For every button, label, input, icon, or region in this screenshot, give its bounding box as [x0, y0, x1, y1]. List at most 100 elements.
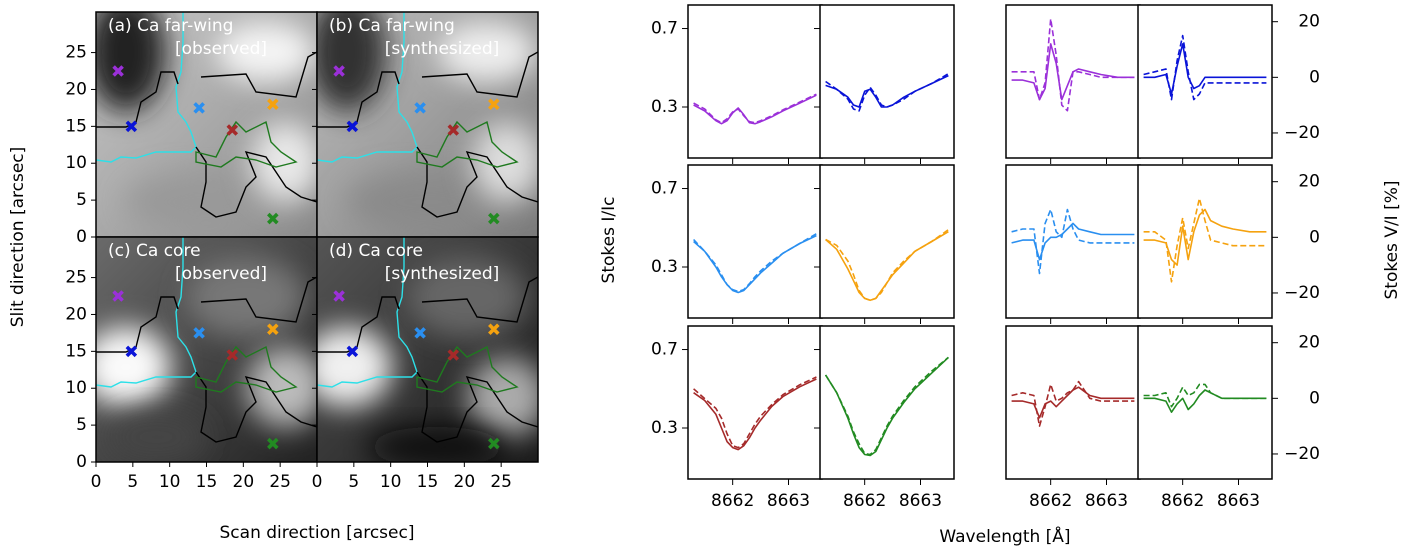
line-series: [1011, 380, 1135, 427]
panel-subtitle: [observed]: [175, 264, 267, 284]
marker: [414, 327, 426, 339]
y2-tick-label: 20: [1298, 12, 1320, 32]
line-series: [693, 93, 817, 124]
x-axis-label: Scan direction [arcsec]: [220, 523, 415, 543]
panel-frame: [1005, 164, 1141, 319]
panel-frame: [687, 164, 823, 319]
x-tick-label: 20: [233, 472, 255, 492]
y-tick-label: 20: [65, 79, 87, 99]
marker: [346, 345, 359, 358]
map-panel: [317, 12, 538, 237]
marker: [226, 349, 239, 361]
y2-axis-label: Stokes V/I [%]: [1382, 180, 1402, 299]
marker: [333, 65, 345, 77]
line-series: [1143, 197, 1267, 283]
y2-tick-label: 0: [1309, 388, 1320, 408]
y-tick-label: 5: [76, 415, 87, 435]
line-series: [1011, 43, 1135, 101]
y2-tick-label: −20: [1284, 283, 1320, 303]
x-tick-label: 8662: [1029, 491, 1072, 511]
y-tick-label: 5: [76, 190, 87, 210]
marker: [193, 327, 205, 339]
line-series: [825, 229, 949, 302]
map-blob: [317, 12, 387, 112]
y2-tick-label: 0: [1309, 67, 1320, 87]
map-blob: [407, 257, 527, 337]
line-series: [1011, 18, 1135, 112]
panel-frame: [687, 4, 823, 159]
map-blob: [251, 122, 317, 202]
line-series: [1143, 208, 1267, 266]
x-tick-label: 15: [196, 472, 218, 492]
map-blob: [317, 327, 392, 407]
x-tick-label: 20: [454, 472, 476, 492]
marker: [193, 102, 205, 114]
y-axis-label: Stokes I/Ic: [599, 197, 619, 284]
panel-frame: [1137, 4, 1273, 159]
x-tick-label: 8663: [767, 491, 810, 511]
x-tick-label: 25: [269, 472, 291, 492]
x-tick-label: 5: [348, 472, 359, 492]
map-blob: [186, 257, 306, 337]
y-tick-label: 15: [65, 116, 87, 136]
marker: [125, 345, 138, 358]
map-blob: [96, 327, 171, 407]
x-tick-label: 10: [380, 472, 402, 492]
x-tick-label: 8663: [1217, 491, 1260, 511]
panel-frame: [819, 164, 955, 319]
marker: [267, 212, 279, 225]
marker: [267, 437, 279, 450]
line-series: [1143, 34, 1267, 101]
marker: [414, 102, 426, 114]
y2-tick-label: 20: [1298, 333, 1320, 353]
map-blob: [246, 347, 317, 427]
marker: [488, 98, 500, 110]
y-tick-label: 25: [65, 43, 87, 63]
x-tick-label: 8662: [711, 491, 754, 511]
marker: [488, 437, 500, 450]
map-blob: [472, 122, 538, 202]
panel-title: (d) Ca core: [329, 241, 423, 261]
marker: [488, 323, 500, 335]
y-tick-label: 0: [76, 452, 87, 472]
line-series: [1011, 208, 1135, 275]
x-tick-label: 8662: [1161, 491, 1204, 511]
map-blob: [96, 12, 166, 112]
panel-frame: [819, 4, 955, 159]
marker: [333, 290, 345, 302]
y-tick-label: 0.7: [651, 340, 678, 360]
marker: [447, 349, 460, 361]
x-tick-label: 0: [312, 472, 323, 492]
marker: [267, 98, 279, 110]
x-tick-label: 25: [490, 472, 512, 492]
line-series: [693, 234, 817, 294]
y-tick-label: 0: [76, 227, 87, 247]
y-tick-label: 0.7: [651, 19, 678, 39]
y2-tick-label: 20: [1298, 172, 1320, 192]
line-series: [693, 233, 817, 293]
line-series: [824, 356, 949, 456]
y-tick-label: 20: [65, 304, 87, 324]
map-panel: [96, 237, 317, 462]
panel-title: (b) Ca far-wing: [329, 16, 455, 36]
y2-tick-label: 0: [1309, 227, 1320, 247]
y-tick-label: 10: [65, 378, 87, 398]
line-series: [693, 378, 817, 451]
marker: [112, 65, 124, 77]
x-tick-label: 5: [127, 472, 138, 492]
x-tick-label: 10: [159, 472, 181, 492]
line-series: [1143, 43, 1267, 95]
x-tick-label: 15: [417, 472, 439, 492]
line-series: [825, 73, 949, 112]
x-tick-label: 0: [91, 472, 102, 492]
y2-tick-label: −20: [1284, 444, 1320, 464]
panel-title: (a) Ca far-wing: [108, 16, 233, 36]
x-tick-label: 8663: [1085, 491, 1128, 511]
y2-tick-label: −20: [1284, 123, 1320, 143]
panel-subtitle: [synthesized]: [385, 264, 500, 284]
x-axis-label: Wavelength [Å]: [939, 525, 1070, 547]
y-tick-label: 15: [65, 341, 87, 361]
marker: [112, 290, 124, 302]
y-tick-label: 0.3: [651, 418, 678, 438]
y-tick-label: 0.7: [651, 179, 678, 199]
